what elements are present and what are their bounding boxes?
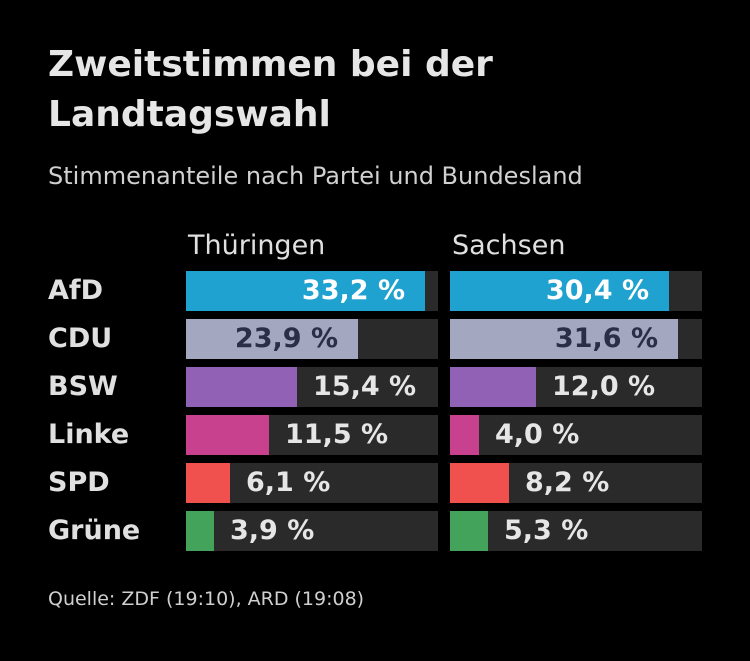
data-label: 15,4 %	[313, 371, 417, 402]
column-header-thringen: Thüringen	[188, 230, 326, 261]
bar-track: 30,4 %	[450, 271, 702, 311]
bar-grne-thringen	[186, 511, 214, 551]
bar-track: 8,2 %	[450, 463, 702, 503]
bar-bsw-thringen	[186, 367, 297, 407]
party-label-grne: Grüne	[48, 515, 141, 546]
bar-track: 12,0 %	[450, 367, 702, 407]
bar-track: 4,0 %	[450, 415, 702, 455]
bar-track: 31,6 %	[450, 319, 702, 359]
party-label-spd: SPD	[48, 467, 110, 498]
party-label-afd: AfD	[48, 275, 104, 306]
source-note: Quelle: ZDF (19:10), ARD (19:08)	[48, 588, 365, 610]
party-label-cdu: CDU	[48, 323, 113, 354]
data-label: 12,0 %	[552, 371, 656, 402]
data-label: 5,3 %	[504, 515, 589, 546]
bar-linke-sachsen	[450, 415, 479, 455]
bar-linke-thringen	[186, 415, 269, 455]
party-label-bsw: BSW	[48, 371, 118, 402]
bar-track: 33,2 %	[186, 271, 438, 311]
data-label: 30,4 %	[545, 275, 649, 306]
data-label: 6,1 %	[246, 467, 331, 498]
bar-afd-sachsen	[450, 271, 669, 311]
data-label: 8,2 %	[525, 467, 610, 498]
chart-subtitle: Stimmenanteile nach Partei und Bundeslan…	[48, 162, 583, 190]
bar-track: 11,5 %	[186, 415, 438, 455]
bar-afd-thringen	[186, 271, 425, 311]
data-label: 4,0 %	[495, 419, 580, 450]
bar-cdu-sachsen	[450, 319, 678, 359]
bar-spd-thringen	[186, 463, 230, 503]
bar-track: 23,9 %	[186, 319, 438, 359]
data-label: 3,9 %	[230, 515, 315, 546]
column-header-sachsen: Sachsen	[452, 230, 566, 261]
bar-cdu-thringen	[186, 319, 358, 359]
chart-title: Zweitstimmen bei der Landtagswahl	[48, 44, 493, 135]
bar-track: 15,4 %	[186, 367, 438, 407]
data-label: 11,5 %	[285, 419, 389, 450]
data-label: 23,9 %	[234, 323, 338, 354]
bar-spd-sachsen	[450, 463, 509, 503]
bar-bsw-sachsen	[450, 367, 536, 407]
data-label: 31,6 %	[554, 323, 658, 354]
data-label: 33,2 %	[301, 275, 405, 306]
party-label-linke: Linke	[48, 419, 130, 450]
bar-grne-sachsen	[450, 511, 488, 551]
bar-track: 3,9 %	[186, 511, 438, 551]
bar-track: 5,3 %	[450, 511, 702, 551]
bar-track: 6,1 %	[186, 463, 438, 503]
